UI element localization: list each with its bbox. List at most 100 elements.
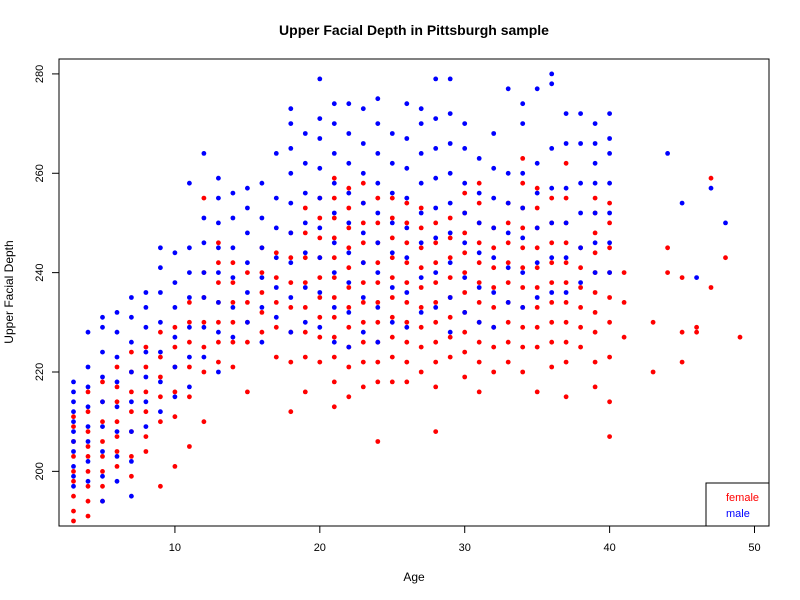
data-point-male (346, 220, 352, 226)
data-point-male (418, 121, 424, 126)
data-point-female (476, 200, 482, 206)
data-point-female (375, 439, 381, 444)
data-point-male (578, 245, 583, 251)
data-point-female (404, 280, 410, 285)
data-point-female (114, 384, 120, 390)
data-point-male (418, 240, 424, 246)
data-point-female (302, 280, 308, 285)
data-point-male (71, 379, 76, 385)
data-point-female (85, 389, 91, 395)
data-point-female (549, 240, 555, 246)
data-point-male (592, 180, 598, 186)
data-point-male (216, 329, 221, 335)
data-point-female (462, 329, 468, 335)
data-point-female (273, 354, 279, 360)
y-tick-label: 280 (34, 65, 46, 83)
data-point-female (346, 225, 352, 231)
data-point-female (201, 369, 207, 375)
data-point-male (259, 245, 265, 251)
data-point-male (433, 205, 439, 211)
data-point-male (549, 81, 555, 87)
data-point-male (288, 121, 294, 126)
data-point-male (100, 374, 105, 380)
data-point-female (563, 260, 569, 266)
data-point-male (592, 240, 598, 246)
data-point-female (143, 409, 149, 415)
data-point-female (346, 205, 352, 211)
data-point-female (216, 280, 221, 285)
data-point-female (331, 295, 337, 300)
data-point-female (476, 339, 482, 345)
data-point-male (549, 220, 555, 226)
data-point-male (230, 190, 236, 196)
data-point-male (331, 305, 337, 310)
data-point-male (549, 185, 555, 191)
data-point-male (433, 116, 439, 121)
data-point-female (520, 324, 526, 330)
data-point-female (592, 359, 598, 365)
data-point-female (143, 449, 149, 454)
data-point-female (476, 359, 482, 365)
data-point-male (447, 329, 453, 335)
data-point-female (172, 389, 178, 395)
data-point-female (114, 464, 120, 469)
data-point-male (491, 165, 497, 171)
data-point-male (476, 220, 482, 226)
data-point-female (621, 334, 627, 340)
data-point-male (491, 255, 497, 261)
data-point-male (129, 399, 134, 405)
data-point-male (404, 324, 410, 330)
data-point-male (201, 215, 207, 221)
data-point-female (520, 344, 526, 350)
data-point-female (302, 205, 308, 211)
data-point-female (505, 240, 511, 246)
legend: female male (705, 482, 770, 527)
data-point-female (230, 260, 236, 266)
data-point-female (520, 180, 526, 186)
data-point-female (360, 339, 366, 345)
data-point-female (549, 300, 555, 305)
data-point-male (100, 324, 105, 330)
data-point-female (505, 220, 511, 226)
data-point-female (317, 334, 323, 340)
data-point-female (389, 334, 395, 340)
data-point-male (346, 310, 352, 315)
data-point-male (302, 250, 308, 256)
data-point-female (563, 394, 569, 400)
data-point-male (71, 439, 76, 444)
data-point-female (187, 364, 192, 370)
data-point-female (114, 364, 120, 370)
legend-entry-female: female (726, 492, 759, 504)
data-point-female (389, 255, 395, 261)
data-point-male (172, 250, 178, 256)
data-point-female (360, 300, 366, 305)
data-point-female (172, 324, 178, 330)
data-point-female (549, 195, 555, 201)
data-point-female (607, 200, 612, 206)
data-point-female (505, 319, 511, 325)
data-point-male (100, 424, 105, 429)
data-point-female (404, 240, 410, 246)
data-point-female (216, 359, 221, 365)
data-point-female (288, 305, 294, 310)
data-point-male (679, 200, 685, 206)
data-point-female (288, 359, 294, 365)
y-tick-label: 200 (34, 462, 46, 480)
data-point-male (245, 230, 250, 236)
data-point-female (302, 389, 308, 395)
data-point-male (389, 131, 395, 136)
data-point-female (708, 175, 714, 181)
data-point-male (534, 225, 540, 231)
data-point-male (317, 324, 323, 330)
data-point-male (418, 106, 424, 112)
data-point-female (650, 369, 656, 375)
data-point-male (71, 409, 76, 415)
data-point-male (71, 464, 76, 469)
data-point-male (216, 195, 221, 201)
data-point-female (143, 389, 149, 395)
data-point-female (71, 424, 76, 429)
data-point-female (592, 329, 598, 335)
data-point-female (389, 295, 395, 300)
data-point-female (418, 245, 424, 251)
data-point-female (375, 260, 381, 266)
